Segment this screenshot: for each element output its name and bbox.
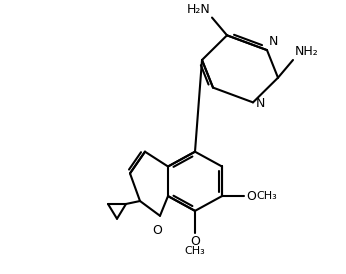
Text: H₂N: H₂N	[186, 2, 210, 16]
Text: O: O	[190, 235, 200, 247]
Text: N: N	[269, 35, 279, 48]
Text: O: O	[246, 190, 256, 202]
Text: N: N	[256, 97, 265, 110]
Text: CH₃: CH₃	[185, 246, 206, 256]
Text: NH₂: NH₂	[295, 45, 319, 58]
Text: O: O	[152, 224, 162, 237]
Text: CH₃: CH₃	[256, 191, 277, 201]
